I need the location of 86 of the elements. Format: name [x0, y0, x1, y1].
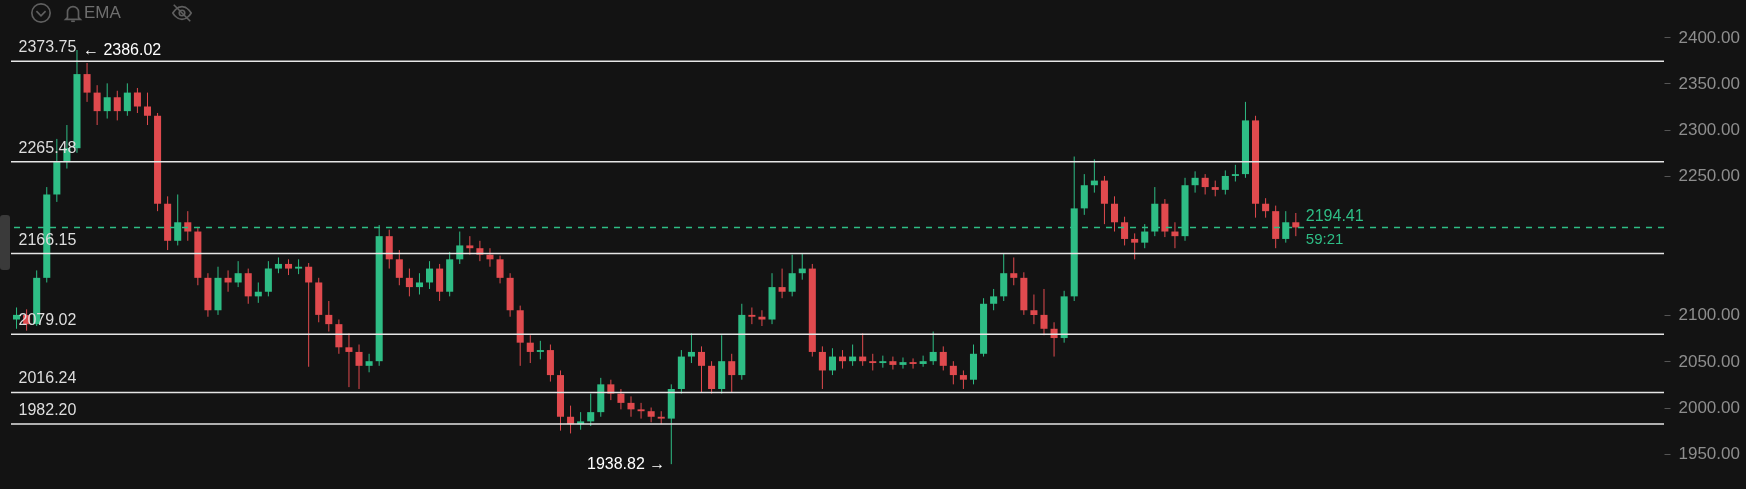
- candlestick: [587, 393, 595, 427]
- candlestick: [828, 347, 836, 376]
- candlestick: [627, 395, 635, 418]
- candlestick: [929, 331, 937, 366]
- candlestick: [234, 260, 242, 288]
- candlestick: [959, 369, 967, 390]
- candlestick: [1131, 232, 1139, 260]
- candlestick: [1040, 288, 1048, 336]
- candlestick: [708, 360, 716, 395]
- candlestick: [1030, 294, 1038, 325]
- candlestick: [990, 288, 998, 311]
- ref-line-label: 2194.41: [1305, 207, 1364, 225]
- y-tick-label: 2050.00: [1678, 351, 1740, 371]
- candlestick: [264, 260, 272, 297]
- y-tick-label: 1950.00: [1678, 444, 1740, 464]
- annotation: 1938.82 →: [587, 455, 666, 473]
- candlestick: [687, 332, 695, 364]
- y-tick-label: 2250.00: [1678, 166, 1740, 186]
- candlestick: [1221, 169, 1229, 195]
- candlestick: [899, 356, 907, 370]
- candlestick: [919, 355, 927, 368]
- candlestick: [818, 345, 826, 390]
- candlestick: [637, 402, 645, 420]
- y-tick-label: 2000.00: [1678, 398, 1740, 417]
- candlestick: [415, 272, 423, 296]
- candlestick: [778, 268, 786, 299]
- candlestick: [103, 82, 111, 120]
- candlestick: [1110, 195, 1119, 233]
- candlestick: [697, 345, 706, 394]
- candlestick: [748, 306, 756, 325]
- candlestick: [647, 407, 655, 423]
- y-tick-label: 2100.00: [1678, 305, 1740, 325]
- candlestick: [143, 92, 152, 126]
- candlestick: [1262, 197, 1270, 219]
- candlestick: [405, 268, 413, 297]
- ref-line-label: 1982.20: [18, 400, 77, 418]
- candlestick: [1191, 170, 1199, 194]
- candlestick: [13, 306, 21, 330]
- candlestick: [536, 340, 544, 360]
- candlestick: [325, 300, 333, 333]
- annotation: ← 2386.02: [82, 40, 162, 58]
- candlestick: [244, 268, 252, 305]
- candlestick: [788, 254, 796, 297]
- candlestick: [436, 263, 444, 302]
- candlestick: [83, 62, 91, 103]
- y-tick-label: 2400.00: [1678, 27, 1740, 47]
- candlestick: [1121, 216, 1129, 246]
- candlestick: [496, 255, 504, 284]
- candlestick: [889, 356, 897, 371]
- candlestick: [1010, 256, 1018, 286]
- candlestick: [1100, 175, 1108, 225]
- candlestick: [466, 235, 474, 256]
- candlestick: [526, 334, 534, 364]
- candlestick: [758, 309, 766, 327]
- y-tick-label: 2350.00: [1678, 73, 1740, 93]
- candlestick: [395, 249, 403, 286]
- y-tick-label: 2300.00: [1678, 120, 1740, 140]
- candlestick: [335, 319, 343, 355]
- candlestick: [345, 332, 353, 388]
- candlestick: [123, 82, 131, 117]
- annotation: 59:21: [1305, 230, 1344, 248]
- candlestick: [305, 262, 313, 368]
- candlestick: [426, 260, 434, 290]
- candlestick: [133, 87, 141, 114]
- candlestick: [456, 231, 464, 265]
- candlestick: [1292, 212, 1300, 237]
- candlestick: [1000, 253, 1008, 302]
- candlestick: [184, 210, 192, 242]
- candlestick: [385, 229, 393, 270]
- candlestick: [909, 357, 917, 370]
- candlestick: [607, 379, 615, 401]
- candlestick: [365, 353, 373, 373]
- candlestick: [949, 360, 957, 385]
- ref-line-label: 2016.24: [18, 369, 77, 387]
- candlestick: [617, 388, 625, 410]
- candlestick: [93, 84, 101, 126]
- candlestick: [355, 344, 363, 390]
- candlestick: [486, 247, 494, 268]
- candlestick: [728, 353, 736, 394]
- candlestick: [1201, 173, 1209, 195]
- candlestick: [939, 345, 947, 371]
- candlestick: [1080, 173, 1088, 216]
- ref-line-label: 2373.75: [18, 38, 77, 56]
- annotation: EMA: [84, 3, 121, 23]
- candlestick: [476, 240, 484, 262]
- candlestick: [113, 90, 121, 121]
